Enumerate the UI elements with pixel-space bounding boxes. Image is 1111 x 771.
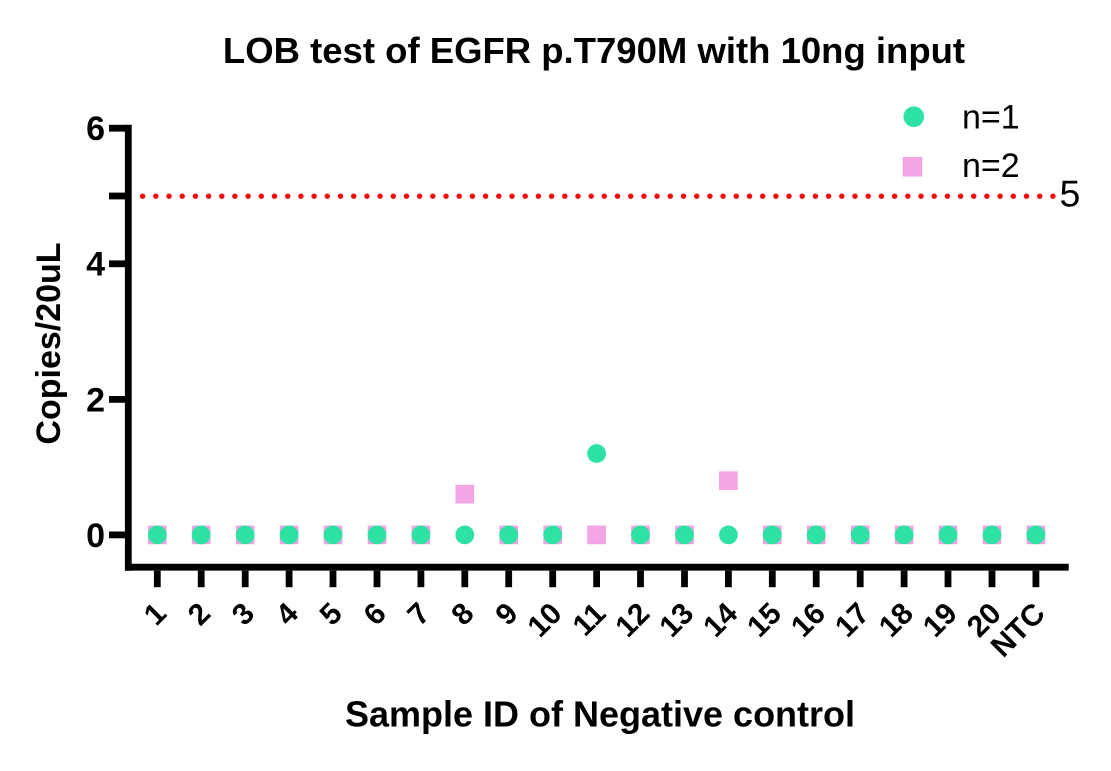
svg-text:0: 0 xyxy=(86,517,105,555)
svg-text:2: 2 xyxy=(86,381,105,419)
svg-text:n=1: n=1 xyxy=(962,98,1020,136)
svg-text:n=2: n=2 xyxy=(962,147,1020,185)
svg-text:Sample ID of Negative control: Sample ID of Negative control xyxy=(345,694,855,735)
svg-text:5: 5 xyxy=(1060,172,1081,214)
svg-text:Copies/20uL: Copies/20uL xyxy=(30,242,68,444)
svg-text:4: 4 xyxy=(86,246,105,284)
svg-text:6: 6 xyxy=(86,110,105,148)
svg-text:LOB test of EGFR p.T790M with: LOB test of EGFR p.T790M with 10ng input xyxy=(223,30,965,71)
